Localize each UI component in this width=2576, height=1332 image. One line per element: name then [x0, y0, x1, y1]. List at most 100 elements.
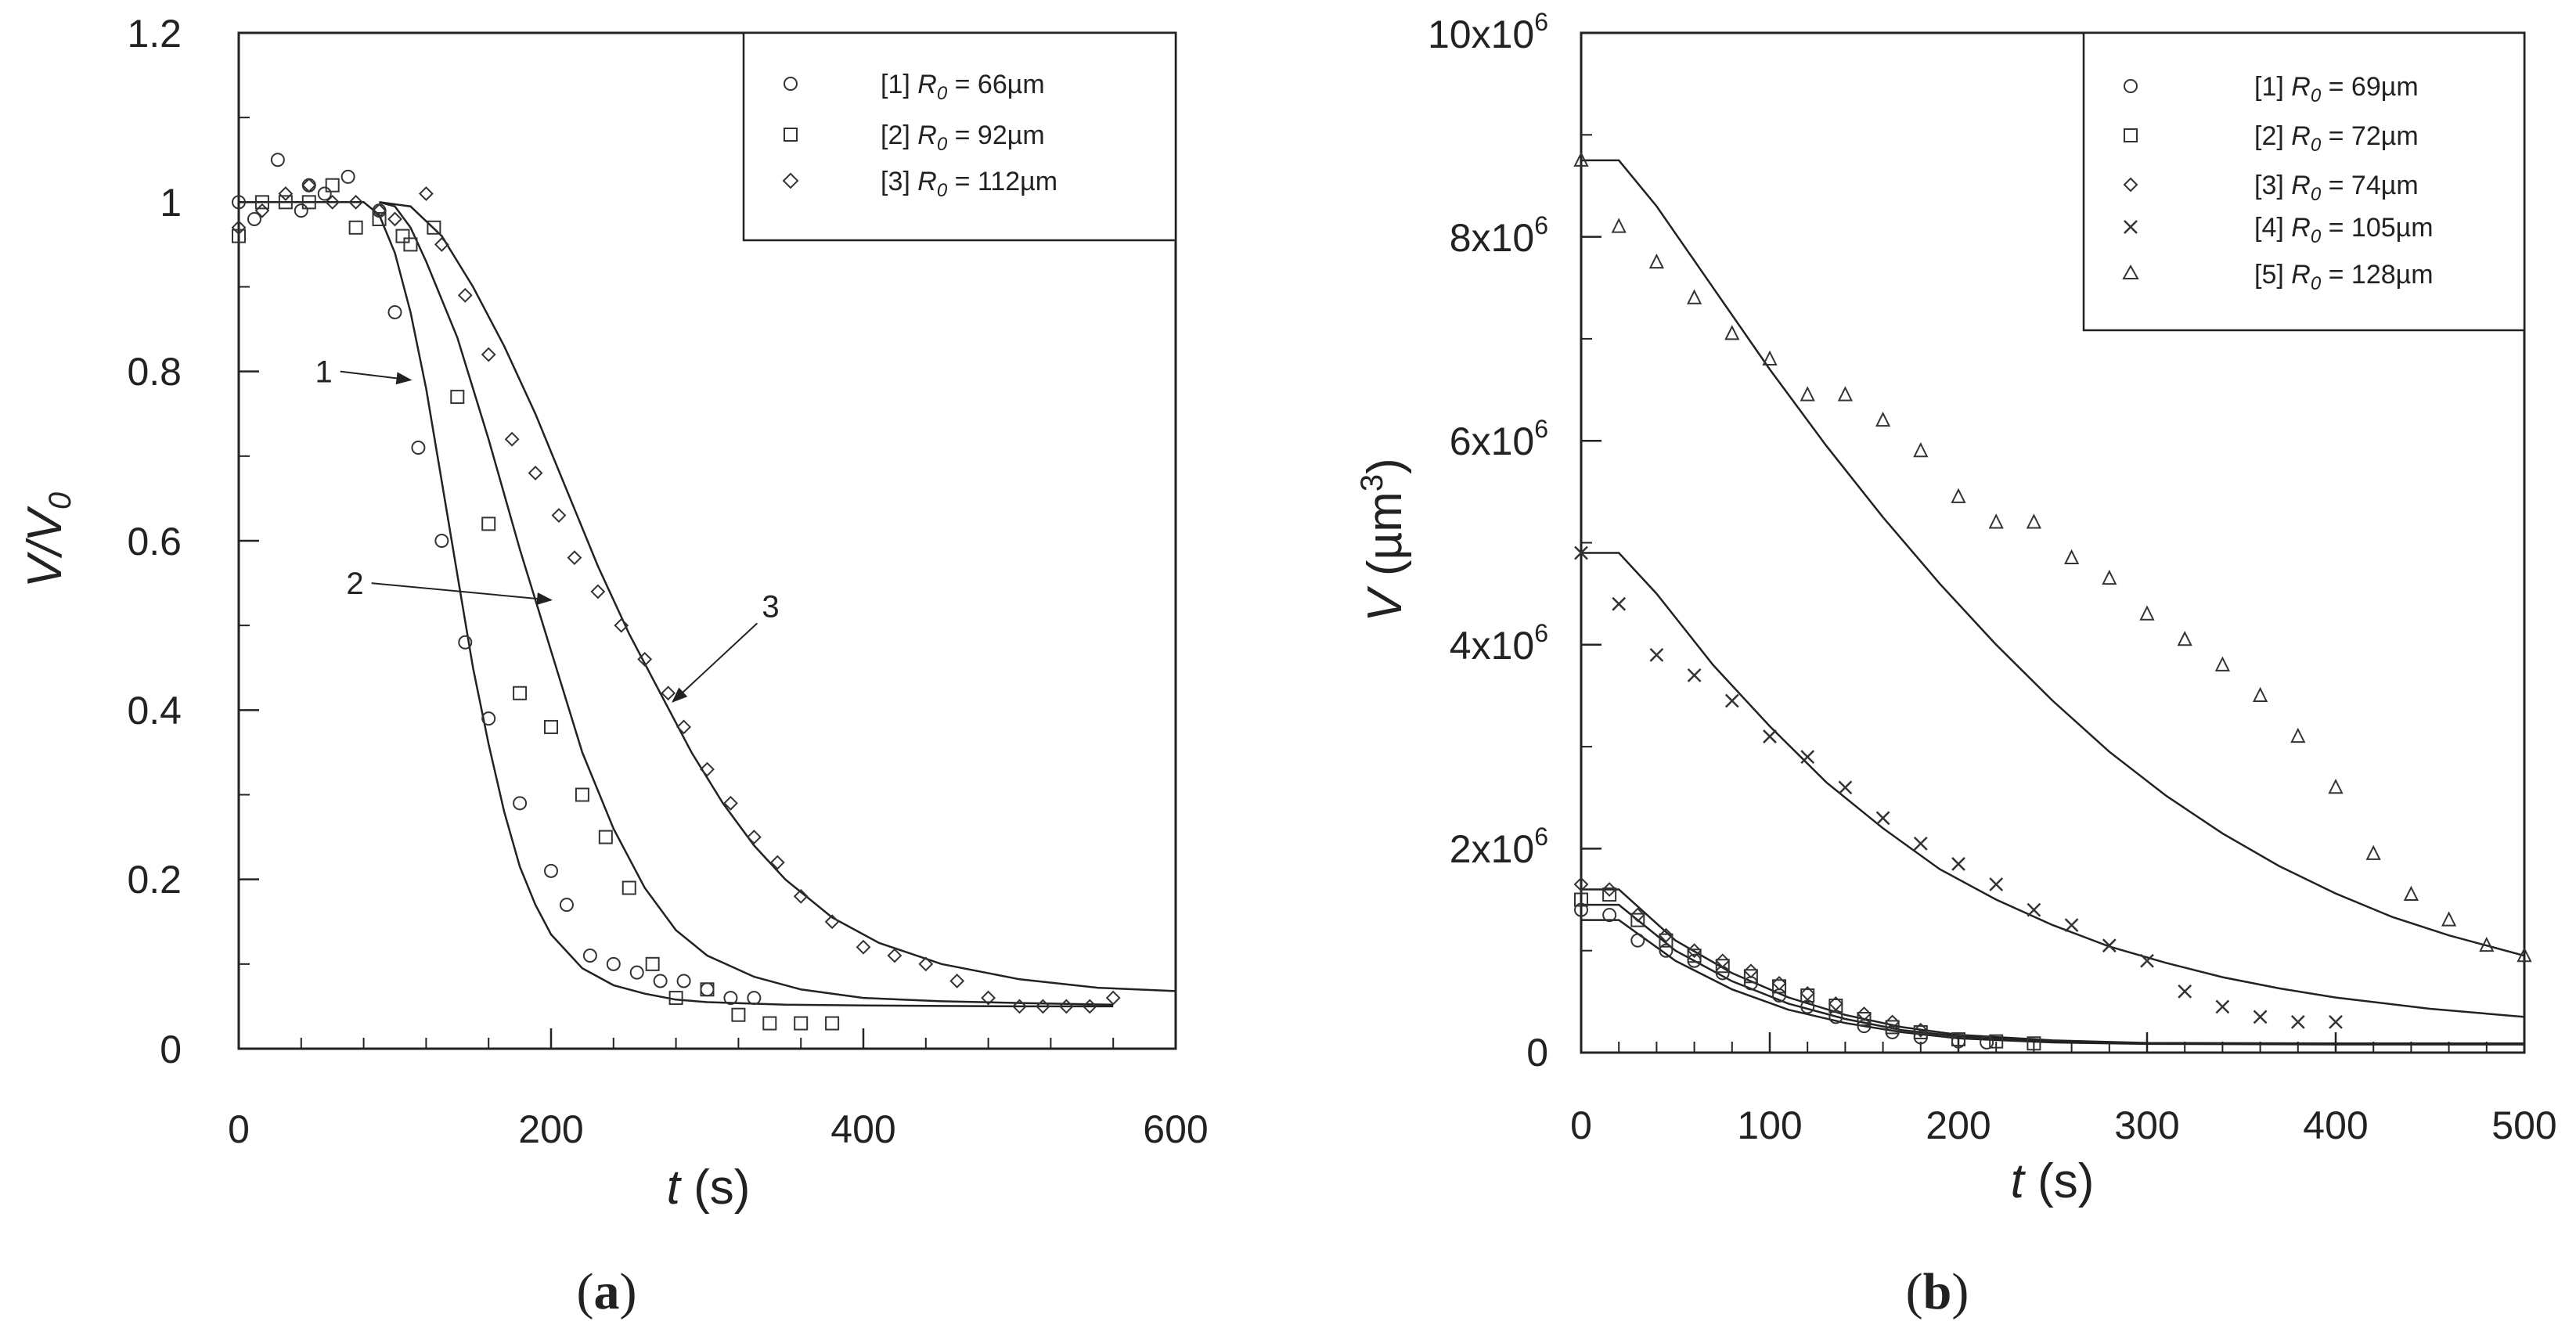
data-point-square — [1715, 959, 1730, 974]
legend-sub: 0 — [937, 180, 948, 201]
tick-exp: 6 — [1534, 619, 1548, 647]
data-point-diamond — [614, 617, 629, 633]
data-point-triangle — [2102, 569, 2117, 585]
annotation-arrow — [672, 622, 758, 703]
data-point-square — [1800, 988, 1815, 1003]
chart-b-legend-entry-4: [4] R0 = 105µm — [2254, 213, 2434, 247]
data-point-triangle — [2479, 936, 2495, 952]
chart-b-legend-marker-circle — [2124, 79, 2138, 93]
legend-sub: 0 — [2311, 273, 2322, 294]
data-point-diamond — [1715, 953, 1731, 969]
data-point-square — [1989, 1034, 2004, 1049]
data-point-square — [825, 1016, 840, 1031]
data-point-triangle — [2328, 778, 2344, 794]
data-point-diamond — [949, 974, 965, 988]
data-point-square — [1630, 913, 1645, 927]
tick-base: 10x10 — [1428, 13, 1534, 56]
chart-b-legend-entry-3: [3] R0 = 74µm — [2254, 171, 2419, 205]
data-point-diamond — [372, 203, 387, 218]
data-point-triangle — [2517, 946, 2532, 963]
data-point-circle — [1659, 943, 1673, 958]
chart-b-legend-entry-2: [2] R0 = 72µm — [2254, 121, 2419, 156]
panel-a-label: (a) — [577, 1263, 637, 1320]
chart-b-y-tick-label: 8x106 — [1450, 211, 1548, 260]
data-point-square — [645, 956, 660, 971]
data-point-circle — [653, 974, 668, 988]
data-point-diamond — [981, 990, 996, 1006]
chart-a-annotations: 1 2 3 — [315, 355, 780, 703]
data-point-diamond — [1771, 975, 1787, 991]
data-point-diamond — [325, 194, 340, 210]
data-point-triangle — [2252, 686, 2268, 702]
tick-exp: 6 — [1534, 8, 1548, 36]
legend-prefix: [3] — [881, 167, 910, 196]
legend-var: R — [2291, 260, 2311, 290]
chart-a-y-axis-title: V/V0 — [18, 492, 77, 588]
data-point-triangle — [2441, 911, 2457, 927]
chart-a-curves — [239, 201, 1176, 1008]
chart-b-y-tick-label: 10x106 — [1428, 8, 1548, 56]
chart-a-legend-entry-2: [2] R0 = 92µm — [881, 121, 1045, 155]
data-point-circle — [629, 965, 644, 980]
data-point-triangle — [2026, 513, 2042, 529]
chart-b-legend-box — [2082, 31, 2526, 332]
data-point-cross — [1875, 811, 1890, 826]
data-point-diamond — [1058, 999, 1074, 1014]
data-point-circle — [582, 949, 597, 963]
data-point-square — [731, 1007, 746, 1022]
data-point-diamond — [348, 194, 364, 210]
data-point-diamond — [387, 211, 402, 227]
data-point-square — [403, 237, 418, 252]
chart-b-x-axis-title: t (s) — [2011, 1154, 2095, 1208]
data-point-diamond — [1885, 1014, 1900, 1030]
data-point-diamond — [637, 652, 653, 667]
panel-a-open-paren: ( — [577, 1263, 594, 1320]
data-point-triangle — [1648, 253, 1665, 269]
legend-prefix: [1] — [2254, 72, 2284, 102]
data-point-diamond — [418, 186, 434, 201]
data-point-diamond — [769, 855, 785, 870]
legend-var: R — [2291, 72, 2311, 102]
chart-a-legend-marker-square — [784, 128, 798, 142]
data-point-square — [254, 195, 269, 210]
data-point-square — [278, 195, 293, 210]
chart-b-y-tick-label: 0 — [1526, 1031, 1548, 1075]
chart-b-ylabel-var: V — [1358, 585, 1412, 622]
data-point-diamond — [1743, 963, 1759, 979]
data-point-diamond — [301, 178, 317, 193]
data-point-triangle — [1762, 350, 1778, 365]
series-line-model-4 — [1581, 552, 2525, 1018]
data-point-cross — [1763, 729, 1777, 743]
data-point-circle — [700, 982, 715, 997]
data-point-square — [301, 195, 316, 210]
data-point-diamond — [661, 686, 676, 701]
data-point-cross — [1951, 857, 1965, 871]
annotation-arrow — [340, 370, 413, 385]
data-point-cross — [1612, 596, 1627, 611]
chart-b-ylabel-sup: 3 — [1355, 474, 1389, 491]
legend-value: = 72µm — [2321, 121, 2418, 151]
data-point-circle — [317, 186, 332, 201]
panel-a-close-paren: ) — [620, 1263, 637, 1320]
chart-a-legend-entry-1: [1] R0 = 66µm — [881, 70, 1045, 104]
chart-b-ylabel-close: ) — [1358, 458, 1412, 474]
data-point-square — [1951, 1032, 1965, 1047]
tick-base: 8x10 — [1450, 216, 1534, 260]
data-point-cross — [1989, 877, 2004, 891]
chart-b-y-axis-title: V (µm3) — [1355, 458, 1412, 622]
chart-a-y-tick-label: 0.6 — [127, 520, 182, 563]
data-point-square — [794, 1016, 809, 1031]
data-point-square — [1659, 933, 1673, 948]
tick-exp: 6 — [1534, 823, 1548, 851]
legend-value: = 128µm — [2321, 260, 2433, 290]
data-point-cross — [2253, 1010, 2268, 1024]
chart-a-x-tick-label: 400 — [830, 1107, 895, 1151]
data-point-circle — [544, 863, 558, 878]
series-line-model-5 — [1581, 159, 2525, 957]
chart-a-legend-marker-circle — [784, 77, 798, 91]
data-point-square — [1857, 1012, 1872, 1027]
data-point-triangle — [2403, 885, 2419, 902]
chart-b: 0 100 200 300 400 500 0 2x106 4x106 6x10… — [1355, 8, 2557, 1320]
panel-b-close-paren: ) — [1951, 1263, 1969, 1320]
chart-a-legend: [1] R0 = 66µm [2] R0 = 92µm [3] R0 = 112… — [742, 31, 1177, 242]
